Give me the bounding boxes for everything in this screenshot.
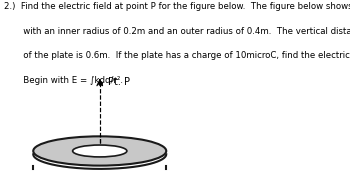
Text: of the plate is 0.6m.  If the plate has a charge of 10microC, find the electric : of the plate is 0.6m. If the plate has a… [4,51,350,60]
Ellipse shape [33,136,166,166]
Text: Pt. P: Pt. P [108,77,131,87]
Text: with an inner radius of 0.2m and an outer radius of 0.4m.  The vertical distance: with an inner radius of 0.2m and an oute… [4,27,350,36]
Ellipse shape [72,145,127,157]
Text: Begin with E = ∫kdq/r².: Begin with E = ∫kdq/r². [4,76,122,85]
Text: 2.)  Find the electric field at point P for the figure below.  The figure below : 2.) Find the electric field at point P f… [4,2,350,11]
